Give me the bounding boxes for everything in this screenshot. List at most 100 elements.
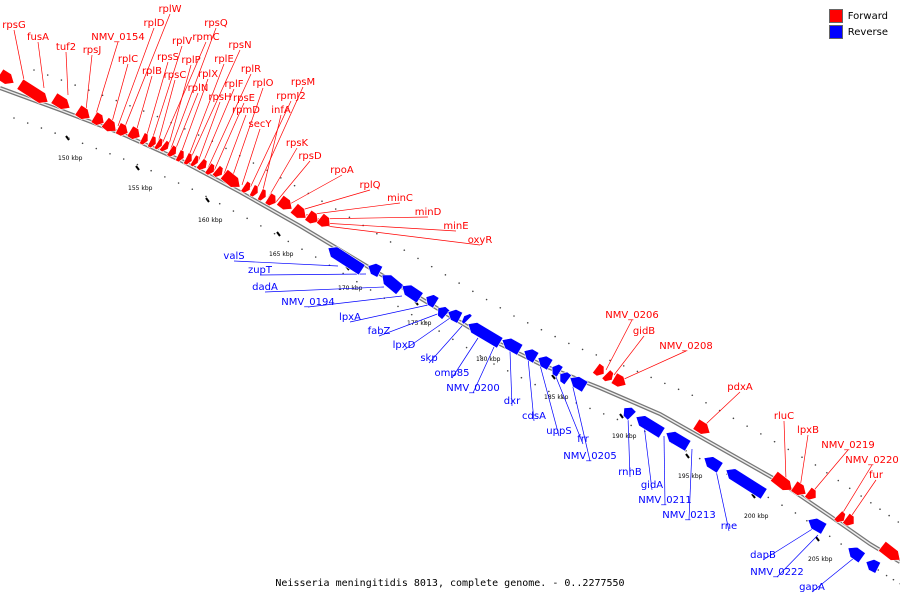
forward-gene-label: oxyR bbox=[468, 235, 493, 246]
tick-mark bbox=[551, 374, 556, 380]
outer-tick-dot bbox=[760, 433, 762, 435]
leader-line bbox=[95, 41, 119, 115]
leader-line bbox=[762, 527, 815, 561]
tick-label: 185 kbp bbox=[544, 394, 569, 401]
outer-tick-dot bbox=[826, 471, 828, 474]
forward-gene-label: rplW bbox=[158, 4, 181, 15]
forward-gene-label: minD bbox=[415, 207, 442, 218]
genome-caption: Neisseria meningitidis 8013, complete ge… bbox=[275, 578, 625, 589]
minor-tick-dot bbox=[589, 407, 591, 410]
forward-gene-arrow bbox=[601, 369, 614, 382]
forward-gene-label: rplD bbox=[144, 18, 165, 29]
forward-gene-label: lpxB bbox=[797, 425, 819, 436]
outer-tick-dot bbox=[677, 388, 680, 391]
outer-tick-dot bbox=[129, 105, 131, 107]
leader-line bbox=[539, 364, 560, 437]
reverse-gene-arrow bbox=[725, 468, 768, 500]
minor-tick-dot bbox=[410, 313, 413, 316]
outer-tick-dot bbox=[252, 162, 255, 164]
forward-gene-arrow bbox=[195, 157, 208, 171]
tick-label: 200 kbp bbox=[744, 513, 769, 520]
reverse-gene-label: NMV_0200 bbox=[446, 383, 499, 394]
minor-tick-dot bbox=[806, 519, 808, 522]
reverse-gene-label: rnhB bbox=[618, 467, 642, 478]
legend-forward: Forward bbox=[828, 8, 888, 24]
leader-line bbox=[643, 424, 653, 491]
forward-gene-arrow bbox=[16, 78, 49, 104]
forward-gene-arrow bbox=[182, 152, 193, 166]
forward-gene-arrow bbox=[790, 480, 807, 496]
forward-gene-label: rplV bbox=[172, 36, 192, 47]
leader-line bbox=[151, 45, 183, 141]
forward-gene-label: rplP bbox=[181, 55, 200, 66]
leader-line bbox=[173, 92, 199, 154]
forward-gene-label: fusA bbox=[27, 32, 49, 43]
leader-line bbox=[275, 160, 311, 203]
leader-line bbox=[169, 27, 217, 152]
forward-gene-arrow bbox=[275, 194, 293, 211]
reverse-gene-label: gapA bbox=[799, 582, 825, 593]
minor-tick-dot bbox=[314, 256, 317, 258]
forward-gene-label: infA bbox=[271, 105, 291, 116]
leader-line bbox=[197, 101, 221, 163]
legend: Forward Reverse bbox=[828, 8, 888, 40]
leader-line bbox=[705, 391, 741, 425]
forward-gene-label: rpsJ bbox=[83, 45, 102, 56]
legend-reverse-label: Reverse bbox=[847, 26, 888, 38]
outer-tick-dot bbox=[142, 110, 145, 112]
forward-gene-label: rpsH bbox=[208, 92, 231, 103]
forward-gene-label: NMV_0208 bbox=[659, 341, 712, 352]
forward-gene-label: rpsG bbox=[2, 20, 25, 31]
leader-line bbox=[261, 114, 282, 195]
forward-gene-label: minC bbox=[387, 193, 413, 204]
minor-tick-dot bbox=[506, 370, 509, 372]
outer-tick-dot bbox=[280, 177, 282, 179]
forward-gene-arrow bbox=[153, 137, 164, 151]
leader-line bbox=[799, 434, 809, 489]
reverse-gene-label: NMV_0194 bbox=[281, 297, 334, 308]
leader-line bbox=[13, 29, 25, 81]
leader-line bbox=[605, 319, 633, 371]
forward-gene-label: rpsM bbox=[291, 77, 315, 88]
minor-tick-dot bbox=[95, 147, 98, 150]
forward-gene-arrow bbox=[146, 135, 157, 149]
minor-tick-dot bbox=[369, 289, 372, 291]
tick-label: 195 kbp bbox=[678, 473, 703, 480]
tick-label: 205 kbp bbox=[808, 556, 833, 563]
minor-tick-dot bbox=[191, 188, 194, 191]
leader-line bbox=[663, 435, 666, 506]
leader-line bbox=[117, 27, 155, 127]
outer-tick-dot bbox=[444, 274, 447, 276]
minor-tick-dot bbox=[698, 457, 701, 460]
leader-line bbox=[161, 41, 207, 145]
outer-tick-dot bbox=[115, 99, 118, 102]
outer-tick-dot bbox=[156, 115, 159, 118]
reverse-gene-arrow bbox=[665, 431, 692, 452]
forward-gene-label: rplC bbox=[118, 54, 138, 65]
tick-mark bbox=[619, 413, 624, 419]
outer-tick-dot bbox=[472, 290, 474, 293]
reverse-gene-arrow bbox=[327, 246, 366, 276]
leader-line bbox=[849, 479, 877, 519]
minor-tick-dot bbox=[885, 574, 888, 577]
outer-tick-dot bbox=[293, 184, 296, 187]
reverse-gene-label: dadA bbox=[252, 282, 278, 293]
reverse-gene-arrow bbox=[847, 546, 866, 564]
minor-tick-dot bbox=[397, 305, 399, 308]
leader-line bbox=[287, 174, 343, 206]
forward-gene-arrow bbox=[610, 372, 627, 388]
minor-tick-dot bbox=[479, 354, 482, 357]
minor-tick-dot bbox=[794, 512, 797, 514]
outer-tick-dot bbox=[879, 508, 881, 511]
outer-tick-dot bbox=[888, 514, 890, 517]
leader-line bbox=[233, 260, 339, 267]
minor-tick-dot bbox=[520, 376, 523, 379]
forward-gene-arrow bbox=[289, 202, 307, 219]
outer-tick-dot bbox=[622, 365, 625, 367]
leader-line bbox=[451, 337, 479, 379]
outer-tick-dot bbox=[184, 128, 186, 130]
forward-gene-arrow bbox=[256, 188, 267, 202]
outer-tick-dot bbox=[540, 328, 543, 331]
reverse-gene-arrow bbox=[461, 313, 473, 325]
leader-line bbox=[783, 420, 787, 481]
